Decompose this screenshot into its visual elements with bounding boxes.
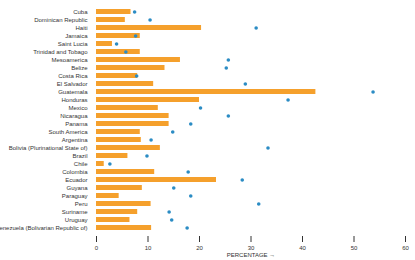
svg-text:South America: South America [48, 129, 88, 135]
svg-text:Ecuador: Ecuador [65, 177, 87, 183]
svg-text:Bolivia (Plurinational State o: Bolivia (Plurinational State of) [9, 145, 88, 151]
svg-text:60: 60 [402, 245, 409, 251]
svg-text:Honduras: Honduras [61, 97, 87, 103]
svg-text:Guyana: Guyana [66, 185, 88, 191]
svg-text:Mexico: Mexico [68, 105, 88, 111]
svg-text:Paraguay: Paraguay [62, 193, 88, 199]
svg-text:Jamaica: Jamaica [65, 33, 88, 39]
svg-text:Peru: Peru [75, 201, 88, 207]
svg-text:Panama: Panama [65, 121, 88, 127]
svg-text:Chile: Chile [74, 161, 88, 167]
svg-text:Mesoamerica: Mesoamerica [51, 57, 88, 63]
svg-text:Uruguay: Uruguay [65, 217, 88, 223]
svg-text:Saint Lucia: Saint Lucia [58, 41, 88, 47]
svg-text:Colombia: Colombia [62, 169, 88, 175]
svg-text:Trinidad and Tobago: Trinidad and Tobago [33, 49, 88, 55]
svg-text:PERCENTAGE →: PERCENTAGE → [227, 252, 276, 258]
svg-text:Suriname: Suriname [62, 209, 88, 215]
svg-text:40: 40 [299, 245, 306, 251]
svg-text:Belize: Belize [71, 65, 88, 71]
svg-text:Brazil: Brazil [72, 153, 87, 159]
svg-text:20: 20 [196, 245, 203, 251]
svg-text:Venezuela (Bolivarian Republic: Venezuela (Bolivarian Republic of) [0, 225, 88, 231]
svg-text:Dominican Republic: Dominican Republic [34, 17, 87, 23]
svg-text:Argentina: Argentina [62, 137, 88, 143]
svg-text:50: 50 [351, 245, 358, 251]
svg-text:El Salvador: El Salvador [57, 81, 88, 87]
svg-text:Guatemala: Guatemala [58, 89, 88, 95]
svg-text:Nicaragua: Nicaragua [60, 113, 88, 119]
svg-text:0: 0 [95, 245, 99, 251]
svg-text:Costa Rica: Costa Rica [58, 73, 88, 79]
svg-text:Haiti: Haiti [75, 25, 87, 31]
svg-text:Cuba: Cuba [73, 9, 88, 15]
svg-text:10: 10 [145, 245, 152, 251]
svg-text:30: 30 [248, 245, 255, 251]
